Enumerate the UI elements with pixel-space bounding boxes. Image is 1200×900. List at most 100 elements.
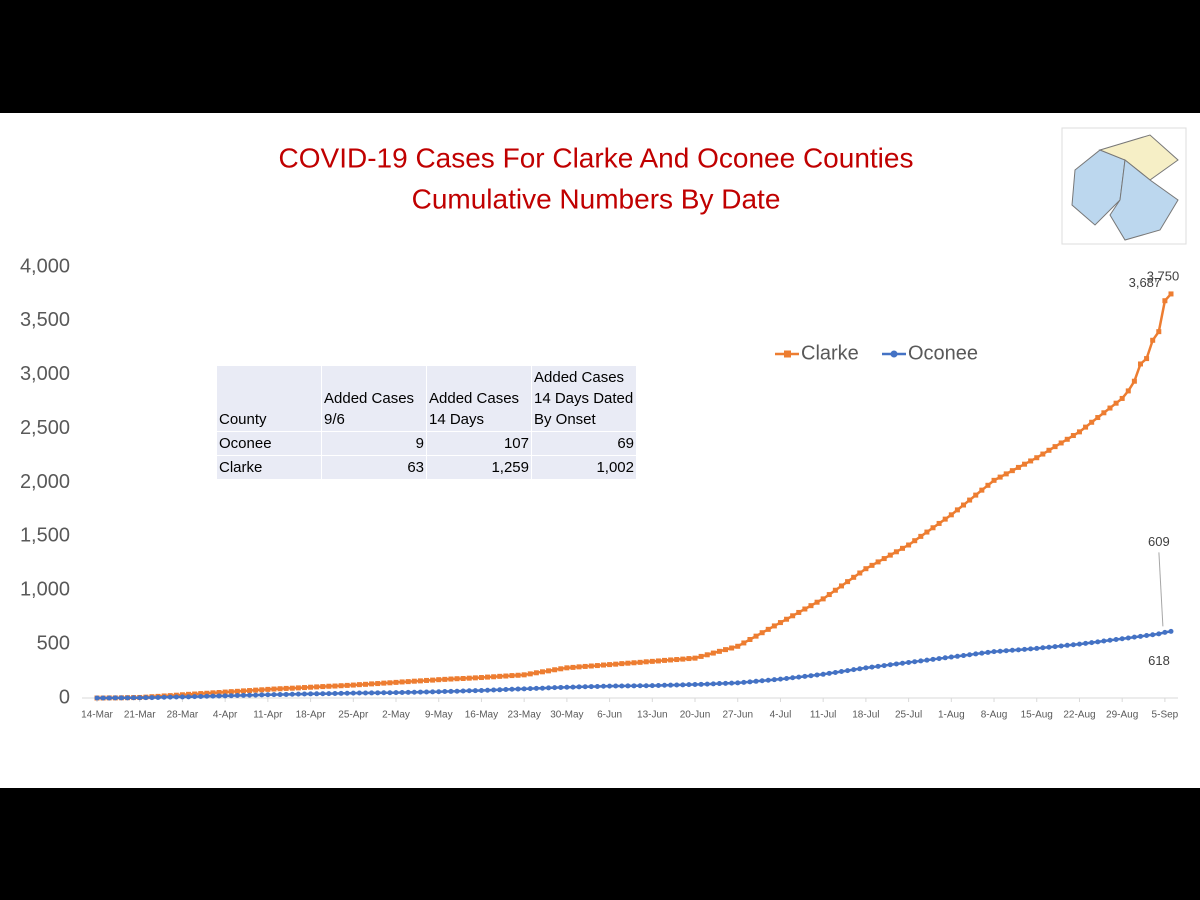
marker xyxy=(729,680,735,686)
marker xyxy=(991,477,997,483)
marker xyxy=(887,662,893,668)
marker xyxy=(869,562,875,568)
marker xyxy=(271,686,277,692)
marker xyxy=(979,650,985,656)
marker xyxy=(186,694,192,700)
marker xyxy=(204,693,210,699)
marker xyxy=(466,675,472,681)
marker xyxy=(143,695,149,701)
marker xyxy=(228,693,234,699)
marker xyxy=(961,653,967,659)
marker xyxy=(564,684,570,690)
marker xyxy=(1156,329,1162,335)
marker xyxy=(320,684,326,690)
marker xyxy=(1046,447,1052,453)
marker xyxy=(796,674,802,680)
map-county xyxy=(1109,159,1179,241)
marker xyxy=(967,652,973,658)
marker xyxy=(912,538,918,544)
table-row: Clarke 63 1,259 1,002 xyxy=(216,455,636,479)
marker xyxy=(131,695,137,701)
marker xyxy=(704,652,710,658)
marker xyxy=(112,695,118,701)
marker xyxy=(930,656,936,662)
header-cell: Added Cases 14 Days xyxy=(426,365,532,432)
x-tick-label: 16-May xyxy=(465,710,498,721)
marker xyxy=(308,684,314,690)
marker xyxy=(234,693,240,699)
marker xyxy=(460,688,466,694)
marker xyxy=(411,689,417,695)
marker xyxy=(411,678,417,684)
marker xyxy=(906,659,912,665)
marker xyxy=(600,683,606,689)
table-cell: 107 xyxy=(426,431,532,456)
marker xyxy=(247,688,253,694)
marker xyxy=(350,690,356,696)
marker xyxy=(1076,641,1082,647)
marker xyxy=(753,633,759,639)
marker xyxy=(478,675,484,681)
marker xyxy=(363,690,368,696)
marker xyxy=(539,669,545,675)
marker xyxy=(149,695,155,701)
marker xyxy=(430,689,436,695)
marker xyxy=(698,681,704,687)
marker xyxy=(1162,298,1168,304)
marker xyxy=(405,679,411,685)
x-tick-label: 29-Aug xyxy=(1106,710,1138,721)
marker xyxy=(723,647,729,653)
marker xyxy=(570,664,576,670)
marker xyxy=(527,686,533,692)
table-cell: 9 xyxy=(321,431,427,456)
marker xyxy=(887,552,893,558)
marker xyxy=(1113,400,1119,406)
marker xyxy=(631,660,637,666)
marker xyxy=(369,681,375,687)
marker xyxy=(106,695,112,701)
x-tick-label: 15-Aug xyxy=(1021,710,1053,721)
marker xyxy=(1131,378,1137,384)
marker xyxy=(533,685,539,691)
marker xyxy=(655,683,661,689)
y-tick-label: 3,000 xyxy=(20,363,70,385)
marker xyxy=(900,545,905,551)
x-tick-label: 4-Jul xyxy=(770,710,792,721)
marker xyxy=(936,656,942,662)
marker xyxy=(796,609,802,615)
marker xyxy=(1144,356,1150,362)
marker xyxy=(881,663,887,669)
marker xyxy=(1137,361,1143,367)
marker xyxy=(942,655,948,661)
x-tick-label: 20-Jun xyxy=(680,710,711,721)
marker xyxy=(832,587,838,593)
marker xyxy=(198,691,204,697)
leader-line xyxy=(1158,552,1164,627)
x-tick-label: 22-Aug xyxy=(1063,710,1095,721)
marker xyxy=(1046,644,1052,650)
x-tick-label: 23-May xyxy=(507,710,540,721)
marker xyxy=(771,677,777,683)
marker xyxy=(1083,640,1089,646)
marker xyxy=(332,683,338,689)
marker xyxy=(625,683,631,689)
marker xyxy=(515,672,521,678)
header-cell: County xyxy=(216,365,322,432)
marker xyxy=(497,673,503,679)
y-tick-label: 1,000 xyxy=(20,579,70,601)
marker xyxy=(1052,644,1058,650)
y-tick-label: 500 xyxy=(37,632,70,654)
marker xyxy=(509,673,515,679)
marker xyxy=(265,686,271,692)
marker xyxy=(204,690,210,696)
x-tick-label: 9-May xyxy=(425,710,453,721)
marker xyxy=(369,690,375,696)
marker xyxy=(741,640,747,646)
marker xyxy=(710,681,716,687)
marker xyxy=(277,692,283,698)
marker xyxy=(1009,647,1015,653)
y-tick-label: 2,500 xyxy=(20,417,70,439)
marker xyxy=(655,658,661,664)
marker xyxy=(332,690,338,696)
